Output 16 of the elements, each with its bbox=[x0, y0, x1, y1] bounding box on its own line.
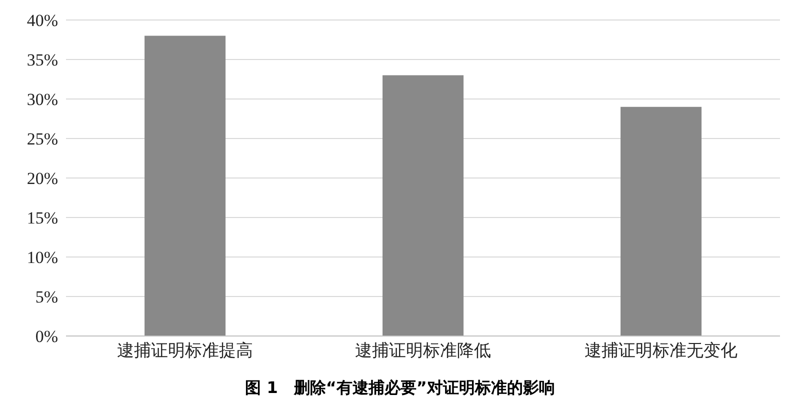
x-tick-label: 逮捕证明标准降低 bbox=[355, 341, 491, 360]
y-tick-label: 40% bbox=[26, 11, 58, 30]
x-tick-label: 逮捕证明标准提高 bbox=[117, 341, 253, 360]
bar bbox=[620, 106, 702, 336]
y-tick-label: 20% bbox=[26, 169, 58, 188]
y-tick-label: 35% bbox=[26, 50, 58, 70]
bar bbox=[144, 36, 226, 336]
y-tick-label: 10% bbox=[26, 248, 58, 268]
y-tick-label: 25% bbox=[26, 130, 58, 149]
bar bbox=[382, 75, 464, 336]
y-tick-label: 5% bbox=[35, 288, 58, 307]
y-tick-label: 30% bbox=[26, 90, 58, 110]
text: 图 1 删除“有逮捕必要”对证明标准的影响 bbox=[244, 378, 556, 399]
y-tick-label: 15% bbox=[26, 208, 58, 228]
x-tick-label: 逮捕证明标准无变化 bbox=[584, 341, 738, 360]
y-tick-label: 0% bbox=[35, 327, 58, 346]
